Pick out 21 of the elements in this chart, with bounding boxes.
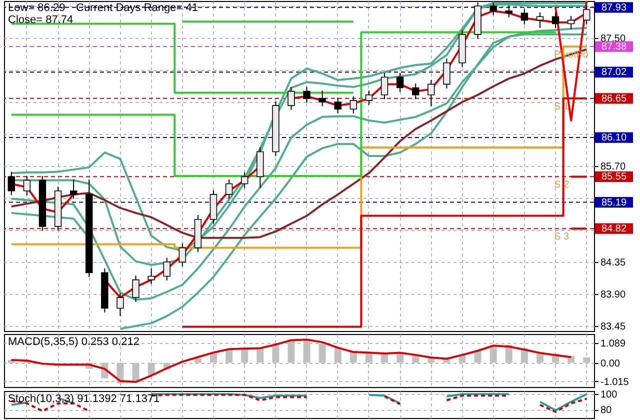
y-tick-label: 100	[600, 390, 618, 401]
annotation: Current Days Range= 41	[76, 2, 198, 14]
ref-line-label: 86.10	[601, 132, 627, 144]
ref-line-label: 85.19	[601, 197, 627, 208]
y-tick-label: 83.45	[600, 322, 626, 333]
y-tick-label: 1.089	[600, 338, 626, 350]
y-tick-label: 83.90	[600, 290, 626, 301]
ref-line-label: 87.93	[601, 2, 627, 14]
ref-line-label: 87.02	[601, 67, 627, 78]
y-tick-label: -1.015	[600, 376, 630, 388]
annotation: Close= 87.74	[8, 14, 74, 26]
ref-line-label: 86.65	[601, 93, 627, 104]
y-tick-label: 85.70	[600, 162, 626, 172]
y-tick-label: 80	[600, 405, 612, 416]
ref-line-label: 84.82	[601, 224, 627, 235]
ref-line-label: 85.55	[601, 172, 627, 183]
annotation: S 3	[554, 232, 570, 243]
ref-line-label: 87.38	[601, 42, 627, 53]
y-tick-label: 84.35	[600, 258, 626, 269]
y-tick-label: 0.00	[600, 358, 620, 370]
chart-title: MACD(5,35,5) 0.253 0.212	[8, 336, 140, 348]
